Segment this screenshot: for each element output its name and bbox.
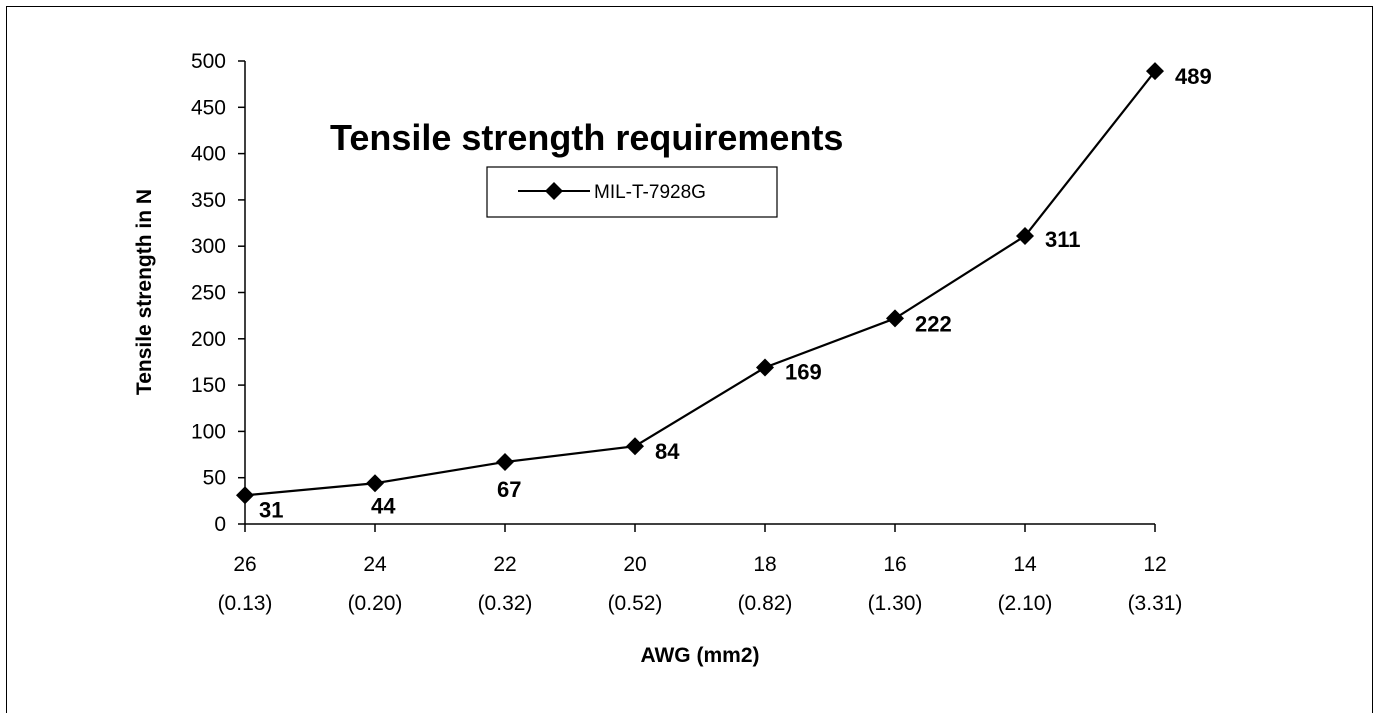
x-tick-label: 12 xyxy=(1143,553,1166,576)
y-tick-label: 200 xyxy=(191,328,226,351)
series-line xyxy=(244,70,1156,497)
x-axis-title: AWG (mm2) xyxy=(640,644,759,667)
data-point-marker xyxy=(886,309,904,328)
x-tick-label: 26 xyxy=(233,553,256,576)
x-tick-sublabel: (3.31) xyxy=(1128,592,1183,615)
data-point-marker xyxy=(1016,227,1034,246)
x-tick-sublabel: (0.20) xyxy=(348,592,403,615)
x-tick-label: 20 xyxy=(623,553,646,576)
y-ticks: 0 50 100 150 200 250 300 350 400 450 500 xyxy=(191,50,245,536)
x-tick-label: 16 xyxy=(883,553,906,576)
data-point-marker xyxy=(236,486,254,505)
legend-diamond-marker xyxy=(545,182,563,200)
x-tick-sublabel: (0.32) xyxy=(478,592,533,615)
data-label: 169 xyxy=(785,360,822,385)
data-label: 311 xyxy=(1045,227,1081,252)
data-label: 489 xyxy=(1175,64,1212,89)
y-tick-label: 50 xyxy=(203,467,226,490)
y-tick-label: 350 xyxy=(191,189,226,212)
data-label: 67 xyxy=(497,477,521,502)
x-tick-sublabel: (0.82) xyxy=(738,592,793,615)
chart-title: Tensile strength requirements xyxy=(330,117,843,158)
x-tick-label: 22 xyxy=(493,553,516,576)
y-tick-label: 0 xyxy=(214,513,226,536)
x-tick-label: 24 xyxy=(363,553,387,576)
y-tick-label: 450 xyxy=(191,96,226,119)
y-tick-label: 250 xyxy=(191,282,226,305)
data-label: 222 xyxy=(915,311,952,336)
data-label: 84 xyxy=(655,439,680,464)
data-point-marker xyxy=(1146,62,1164,81)
legend-series-name: MIL-T-7928G xyxy=(594,182,706,203)
data-point-marker xyxy=(756,358,774,377)
y-tick-label: 400 xyxy=(191,143,226,166)
x-ticks: 26 (0.13) 24 (0.20) 22 (0.32) 20 (0.52) 18 (0.82)… xyxy=(218,524,1183,615)
x-tick-sublabel: (1.30) xyxy=(868,592,923,615)
data-point-marker xyxy=(366,474,384,493)
chart-frame xyxy=(6,6,1373,713)
data-point-marker xyxy=(626,437,644,456)
data-point-marker xyxy=(496,452,514,471)
x-tick-sublabel: (0.13) xyxy=(218,592,273,615)
y-tick-label: 500 xyxy=(191,50,226,73)
y-tick-label: 300 xyxy=(191,235,226,258)
legend: MIL-T-7928G xyxy=(486,166,778,218)
y-tick-label: 150 xyxy=(191,374,226,397)
x-tick-sublabel: (0.52) xyxy=(608,592,663,615)
data-label: 44 xyxy=(371,493,396,518)
x-tick-label: 18 xyxy=(753,553,776,576)
x-tick-sublabel: (2.10) xyxy=(998,592,1053,615)
y-axis-title: Tensile strength in N xyxy=(133,189,156,395)
y-tick-label: 100 xyxy=(191,420,226,443)
x-tick-label: 14 xyxy=(1013,553,1037,576)
series-mil-t-7928g: 31 44 67 84 169 222 311 489 xyxy=(236,62,1212,522)
data-label: 31 xyxy=(259,497,283,522)
